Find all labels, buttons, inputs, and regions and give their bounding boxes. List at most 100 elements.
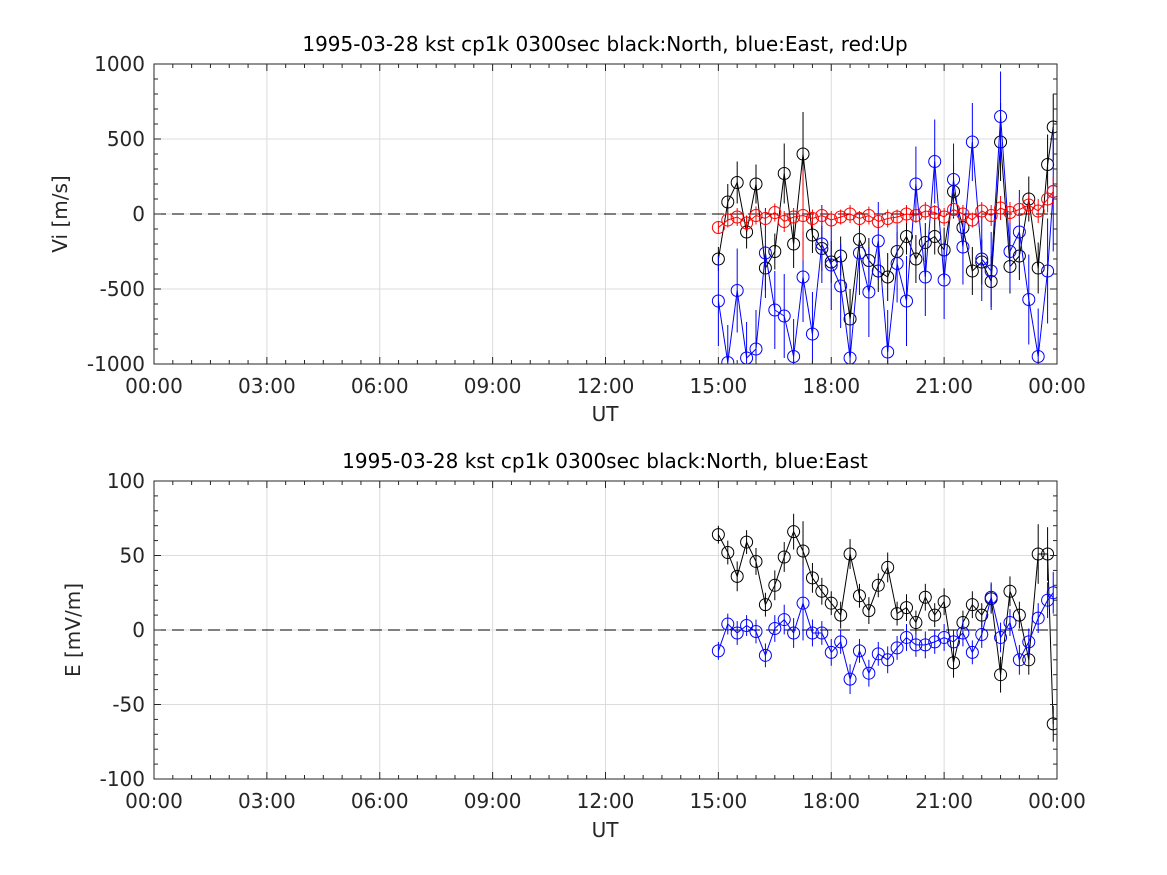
y-tick-label: -50 <box>112 693 145 717</box>
east-data-point <box>881 653 895 667</box>
north-data-point <box>787 525 801 539</box>
north-data-point <box>1041 547 1055 561</box>
east-data-point <box>965 135 979 149</box>
north-data-point <box>834 608 848 622</box>
north-data-point <box>937 595 951 609</box>
east-data-point <box>994 110 1008 123</box>
x-tick-label: 06:00 <box>351 374 409 398</box>
north-data-point <box>852 589 866 603</box>
up-data-point <box>824 213 838 227</box>
east-data-point <box>777 613 791 627</box>
y-tick-label: 0 <box>132 618 145 642</box>
up-data-point <box>1031 204 1045 218</box>
up-data-point <box>721 213 735 227</box>
x-tick-label: 09:00 <box>464 374 522 398</box>
north-data-point <box>862 604 876 618</box>
up-data-point <box>730 210 744 224</box>
east-data-point <box>956 240 970 254</box>
east-data-point <box>740 619 754 633</box>
x-tick-label: 15:00 <box>690 789 748 813</box>
x-tick-label: 00:00 <box>1028 789 1086 813</box>
velocity-series-group <box>711 71 1057 364</box>
velocity-y-tick-labels: 1000 500 0 -500 -1000 <box>87 52 145 376</box>
east-data-point <box>777 309 791 323</box>
x-tick-label: 21:00 <box>915 374 973 398</box>
north-data-point <box>928 608 942 622</box>
up-data-point <box>834 210 848 224</box>
east-data-point <box>862 285 876 299</box>
east-data-point <box>947 635 961 649</box>
north-data-point <box>749 554 763 568</box>
up-data-point <box>984 209 998 222</box>
north-data-point <box>796 544 810 558</box>
north-data-point <box>815 584 829 598</box>
east-data-point <box>796 596 810 610</box>
electric-field-y-tick-labels: 100 50 0 -50 -100 <box>100 469 145 791</box>
east-data-point <box>1046 586 1057 600</box>
east-data-point <box>711 644 725 658</box>
north-data-point <box>768 245 782 258</box>
north-data-point <box>805 228 819 242</box>
east-data-point <box>994 630 1008 644</box>
electric-field-x-axis-label: UT <box>592 818 620 842</box>
north-data-point <box>890 607 904 621</box>
up-data-point <box>749 209 763 222</box>
velocity-axes <box>153 63 1058 365</box>
north-data-point <box>740 535 754 549</box>
east-data-point <box>956 626 970 640</box>
east-data-point <box>909 177 923 191</box>
x-tick-label: 00:00 <box>125 374 183 398</box>
up-data-point <box>900 207 913 221</box>
north-data-point <box>777 550 791 564</box>
north-data-point <box>749 177 763 191</box>
up-data-point <box>787 210 801 224</box>
north-data-point <box>843 547 857 561</box>
east-data-point <box>1003 245 1017 258</box>
east-data-point <box>749 624 763 638</box>
east-data-point <box>1022 635 1036 649</box>
east-data-point <box>1041 264 1055 278</box>
east-data-point <box>768 622 782 636</box>
north-data-point <box>881 560 895 574</box>
east-data-point <box>918 270 932 284</box>
north-data-point <box>909 616 923 630</box>
north-data-point <box>805 571 819 585</box>
east-data-point <box>834 635 848 649</box>
y-tick-label: 1000 <box>94 52 145 76</box>
velocity-plot-title: 1995-03-28 kst cp1k 0300sec black:North,… <box>302 32 907 56</box>
east-data-point <box>824 258 838 272</box>
x-tick-label: 09:00 <box>464 789 522 813</box>
east-data-point <box>749 342 763 356</box>
north-data-point <box>796 147 810 161</box>
x-tick-label: 21:00 <box>915 789 973 813</box>
east-data-point <box>768 303 782 317</box>
x-tick-label: 12:00 <box>577 789 635 813</box>
north-data-point <box>994 668 1008 682</box>
north-data-point <box>1031 261 1045 275</box>
east-data-point <box>900 630 913 644</box>
east-data-point <box>758 246 772 260</box>
velocity-panel: 1995-03-28 kst cp1k 0300sec black:North,… <box>48 32 1086 426</box>
east-data-point <box>796 270 810 284</box>
north-data-point <box>965 598 979 612</box>
east-data-point <box>843 351 857 364</box>
east-data-point <box>787 626 801 640</box>
north-data-point <box>1012 608 1026 622</box>
east-data-point <box>721 356 735 364</box>
east-data-point <box>871 234 885 248</box>
east-data-point <box>909 638 923 652</box>
up-data-point <box>918 204 932 218</box>
up-data-point <box>758 212 772 225</box>
east-data-point <box>1003 616 1017 630</box>
electric-field-axes <box>153 480 1058 780</box>
north-data-point <box>947 656 961 670</box>
up-data-point <box>862 209 876 222</box>
x-tick-label: 18:00 <box>802 789 860 813</box>
x-tick-label: 03:00 <box>238 374 296 398</box>
east-data-point <box>711 294 725 308</box>
north-data-point <box>777 167 791 180</box>
east-data-point <box>843 672 857 686</box>
up-data-point <box>740 216 754 230</box>
